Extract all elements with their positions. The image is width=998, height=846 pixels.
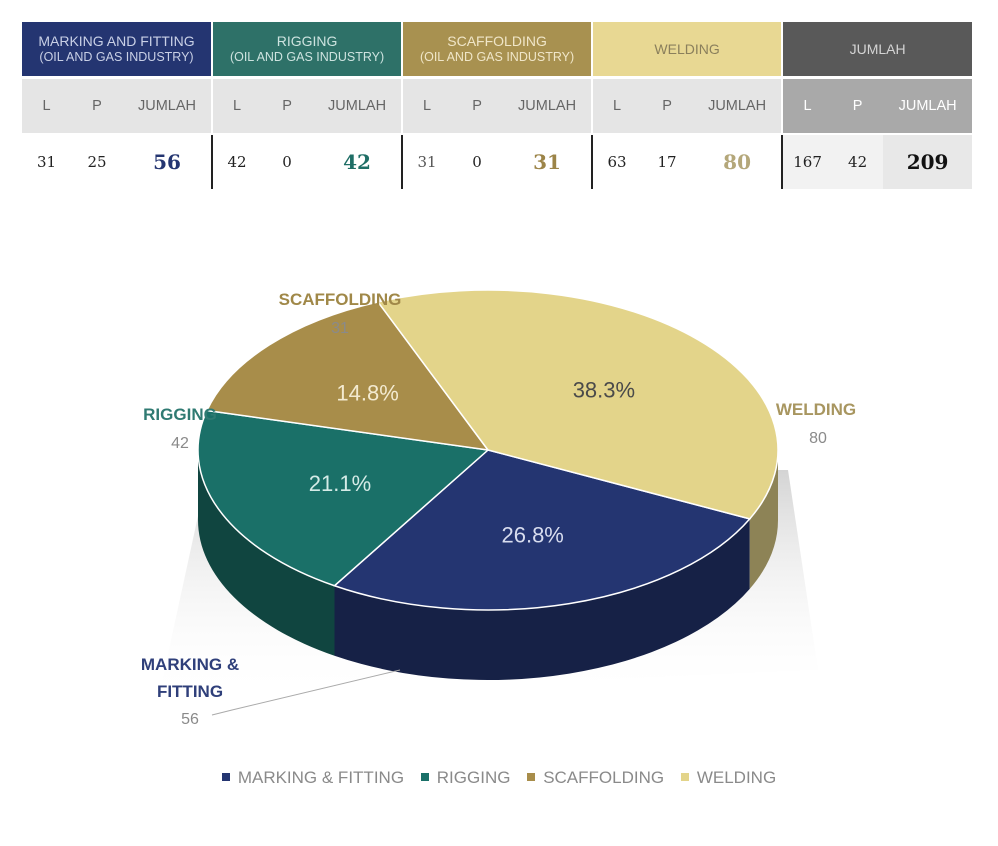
header-marking-fitting: MARKING AND FITTING (OIL AND GAS INDUSTRY… bbox=[22, 22, 213, 79]
col-l: L bbox=[591, 77, 642, 135]
col-p: P bbox=[832, 77, 884, 135]
col-l: L bbox=[211, 77, 262, 135]
pie-sides bbox=[198, 450, 778, 680]
callout-name: FITTING bbox=[157, 682, 223, 701]
col-jumlah: JUMLAH bbox=[693, 77, 783, 135]
cell-total-p: 42 bbox=[832, 134, 884, 189]
pie-side-0 bbox=[334, 518, 750, 680]
legend-swatch bbox=[527, 772, 536, 781]
callout-name: SCAFFOLDING bbox=[279, 290, 402, 309]
legend-item-rigging: RIGGING bbox=[420, 768, 511, 788]
pie-callouts: MARKING & FITTING 56 RIGGING 42 SCAFFOLDING 31… bbox=[141, 290, 856, 728]
legend-item-marking-fitting: MARKING & FITTING bbox=[221, 768, 405, 788]
pie-percent-label: 21.1% bbox=[309, 471, 371, 496]
col-p: P bbox=[71, 77, 123, 135]
cell-welding-p: 17 bbox=[657, 153, 677, 171]
pie-slice-1 bbox=[197, 409, 490, 587]
cell-scaffolding-jumlah: 31 bbox=[533, 150, 561, 174]
pie-slice-2 bbox=[205, 301, 490, 451]
cell-rigging-p: 0 bbox=[282, 153, 292, 171]
pie-chart: 26.8% 21.1% 14.8% 38.3% MARKING & FITTING 56 R… bbox=[141, 289, 856, 728]
callout-name: RIGGING bbox=[143, 405, 217, 424]
col-p: P bbox=[641, 77, 694, 135]
col-jumlah: JUMLAH bbox=[503, 77, 593, 135]
col-jumlah: JUMLAH bbox=[123, 77, 213, 135]
pie-side-3 bbox=[749, 450, 778, 589]
cell-scaffolding-l: 31 bbox=[401, 134, 452, 189]
legend-item-scaffolding: SCAFFOLDING bbox=[527, 768, 664, 788]
cell-scaffolding-p: 0 bbox=[472, 153, 482, 171]
cell-rigging-jumlah: 42 bbox=[343, 150, 371, 174]
callout-name: MARKING & bbox=[141, 655, 239, 674]
callout-value: 31 bbox=[331, 320, 349, 337]
pie-top bbox=[197, 289, 779, 611]
pie-side-1 bbox=[198, 450, 335, 656]
legend-label: WELDING bbox=[696, 768, 777, 787]
legend-swatch bbox=[680, 772, 689, 781]
col-l: L bbox=[401, 77, 452, 135]
col-l: L bbox=[781, 77, 833, 135]
table-header-row: MARKING AND FITTING (OIL AND GAS INDUSTRY… bbox=[22, 22, 973, 79]
pie-slice-0 bbox=[333, 449, 752, 611]
cell-marking-p: 25 bbox=[87, 153, 107, 171]
legend-item-welding: WELDING bbox=[680, 768, 777, 788]
callout-value: 80 bbox=[809, 430, 827, 447]
header-jumlah: JUMLAH bbox=[781, 22, 973, 79]
legend-label: SCAFFOLDING bbox=[543, 768, 665, 787]
pie-slice-3 bbox=[376, 289, 779, 520]
col-jumlah: JUMLAH bbox=[313, 77, 403, 135]
col-p: P bbox=[261, 77, 314, 135]
pie-percent-label: 38.3% bbox=[573, 378, 635, 403]
header-scaffolding: SCAFFOLDING (OIL AND GAS INDUSTRY) bbox=[401, 22, 593, 79]
callout-value: 56 bbox=[181, 711, 199, 728]
col-l: L bbox=[22, 77, 71, 135]
table-values-row: 31 25 56 42 0 42 31 0 31 63 17 80 167 42… bbox=[22, 134, 973, 189]
chart-legend: MARKING & FITTING RIGGING SCAFFOLDING WE… bbox=[0, 768, 998, 788]
pie-percent-label: 14.8% bbox=[336, 380, 398, 405]
callout-leader-line bbox=[211, 669, 401, 716]
cell-total-jumlah: 209 bbox=[883, 134, 973, 189]
header-rigging: RIGGING (OIL AND GAS INDUSTRY) bbox=[211, 22, 403, 79]
cell-rigging-l: 42 bbox=[211, 134, 262, 189]
cell-marking-l: 31 bbox=[36, 153, 57, 171]
callout-name: WELDING bbox=[776, 400, 856, 419]
pie-labels: 26.8% 21.1% 14.8% 38.3% bbox=[309, 378, 635, 548]
legend-label: MARKING & FITTING bbox=[237, 768, 405, 787]
table-subheader-row: L P JUMLAH L P JUMLAH L P JUMLAH L P JUM… bbox=[22, 77, 973, 135]
legend-label: RIGGING bbox=[436, 768, 511, 787]
legend-swatch bbox=[420, 772, 429, 781]
col-p: P bbox=[451, 77, 504, 135]
callout-value: 42 bbox=[171, 435, 189, 452]
pie-percent-label: 26.8% bbox=[501, 522, 563, 547]
legend-swatch bbox=[221, 772, 230, 781]
summary-table: MARKING AND FITTING (OIL AND GAS INDUSTRY… bbox=[22, 22, 973, 189]
header-welding: WELDING bbox=[591, 22, 783, 79]
cell-welding-jumlah: 80 bbox=[723, 150, 751, 174]
cell-total-l: 167 bbox=[781, 134, 833, 189]
cell-marking-jumlah: 56 bbox=[153, 150, 181, 174]
cell-welding-l: 63 bbox=[591, 134, 642, 189]
col-jumlah: JUMLAH bbox=[883, 77, 973, 135]
